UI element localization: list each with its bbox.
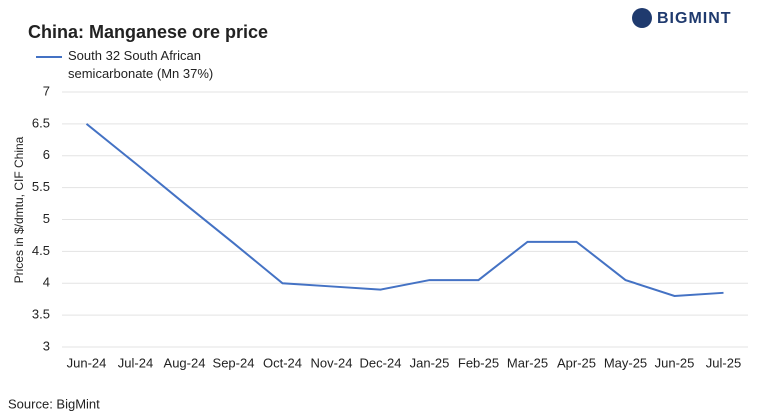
y-tick-label: 6: [43, 147, 50, 162]
x-tick-label: Oct-24: [263, 355, 302, 370]
y-tick-label: 4.5: [32, 243, 50, 258]
y-tick-label: 3: [43, 338, 50, 353]
source: Source: BigMint: [8, 396, 100, 411]
logo-icon: [632, 8, 652, 28]
y-tick-label: 5.5: [32, 179, 50, 194]
y-tick-label: 4: [43, 275, 50, 290]
logo-text: BIGMINT: [657, 10, 732, 27]
y-axis-label: Prices in $/dmtu, CIF China: [12, 136, 26, 283]
x-tick-label: Dec-24: [360, 355, 402, 370]
x-tick-label: Jun-25: [655, 355, 695, 370]
x-tick-label: Feb-25: [458, 355, 499, 370]
x-tick-label: Aug-24: [164, 355, 206, 370]
x-tick-label: Mar-25: [507, 355, 548, 370]
chart-title: China: Manganese ore price: [28, 22, 268, 42]
series-line: [85, 123, 724, 298]
x-tick-label: Jul-24: [118, 355, 153, 370]
y-tick-label: 6.5: [32, 115, 50, 130]
legend-label: South 32 South African semicarbonate (Mn…: [68, 48, 214, 81]
x-tick-label: Jan-25: [410, 355, 450, 370]
y-tick-label: 7: [43, 83, 50, 98]
x-tick-label: Jul-25: [706, 355, 741, 370]
x-tick-label: Sep-24: [213, 355, 255, 370]
y-tick-label: 3.5: [32, 307, 50, 322]
y-tick-label: 5: [43, 211, 50, 226]
x-tick-label: Apr-25: [557, 355, 596, 370]
x-tick-label: May-25: [604, 355, 647, 370]
x-tick-label: Nov-24: [311, 355, 353, 370]
x-tick-label: Jun-24: [67, 355, 107, 370]
